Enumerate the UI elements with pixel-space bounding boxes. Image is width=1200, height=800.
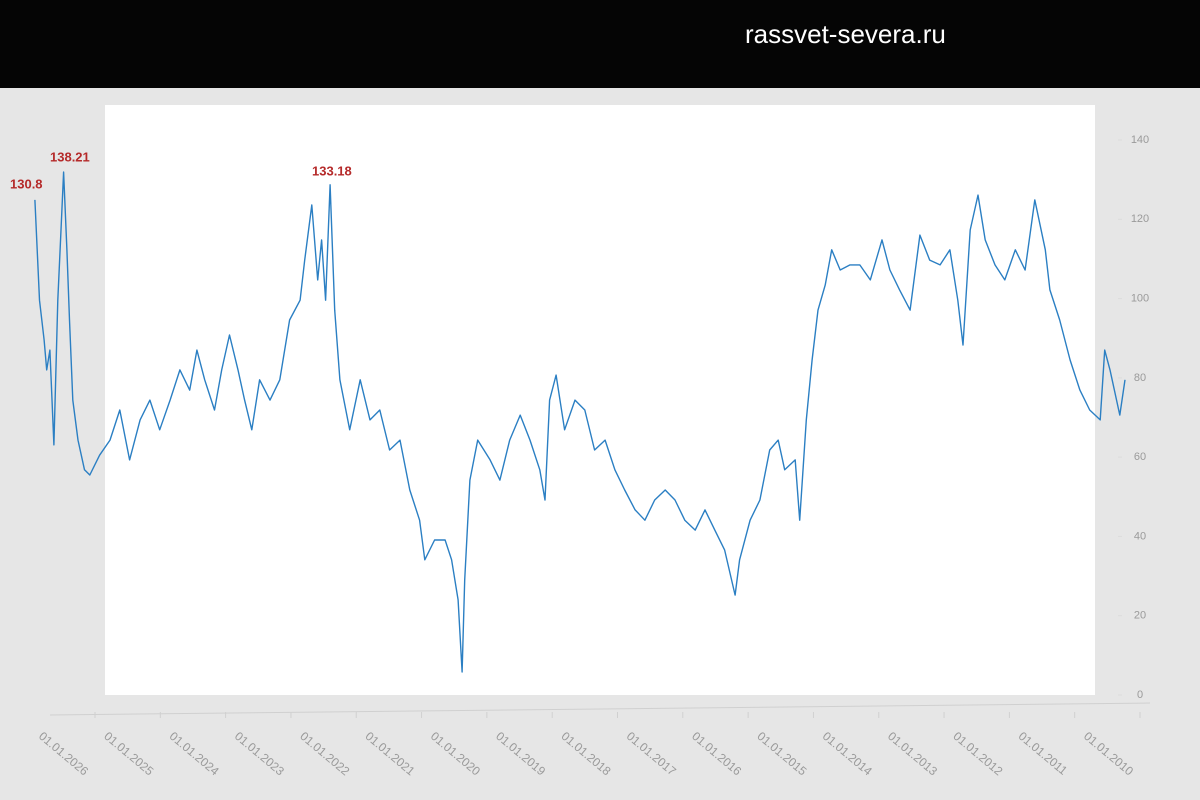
watermark: rassvet-severa.ru	[745, 19, 946, 49]
x-axis	[49, 702, 1151, 716]
y-tick-label: 0	[1137, 689, 1143, 701]
y-tick-label: 40	[1134, 530, 1146, 542]
y-tick-label: 20	[1134, 610, 1146, 622]
peak-annotation: 138.21	[50, 149, 90, 164]
y-tick-label: 120	[1131, 213, 1149, 225]
peak-annotation: 133.18	[312, 163, 352, 178]
peak-annotation: 130.8	[10, 176, 43, 191]
plot-area	[105, 105, 1095, 695]
y-tick-label: 100	[1131, 292, 1149, 304]
y-tick-label: 140	[1131, 134, 1149, 146]
y-tick-label: 80	[1134, 372, 1146, 384]
y-tick-label: 60	[1134, 451, 1146, 463]
top-bar	[0, 0, 1200, 88]
price-line	[34, 171, 1126, 673]
